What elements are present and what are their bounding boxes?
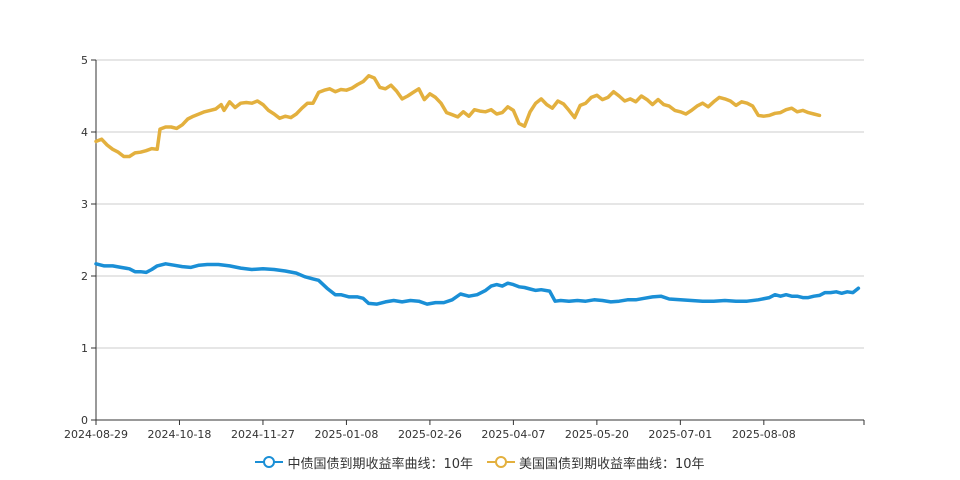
- x-tick-label-6: 2025-05-20: [565, 428, 629, 441]
- x-tick-label-4: 2025-02-26: [398, 428, 462, 441]
- legend-swatch-cn-icon: [255, 456, 284, 468]
- series-line-1[interactable]: [94, 74, 822, 159]
- axes: 0 1 2 3 4 5 2024-08-29 2024-10-18 2024-11-27 2025…: [64, 54, 865, 441]
- y-tick-label-4: 4: [81, 126, 88, 139]
- grid-lines: [96, 59, 864, 349]
- series-line-0[interactable]: [94, 262, 861, 306]
- legend-item-us[interactable]: 美国国债到期收益率曲线：10年: [487, 453, 705, 472]
- x-tick-label-3: 2025-01-08: [314, 428, 378, 441]
- legend-item-cn[interactable]: 中债国债到期收益率曲线：10年: [255, 453, 473, 472]
- legend-swatch-us-icon: [487, 456, 515, 468]
- legend-label-cn: 中债国债到期收益率曲线：10年: [287, 456, 473, 472]
- x-tick-label-2: 2024-11-27: [231, 428, 295, 441]
- y-tick-label-2: 2: [81, 270, 88, 283]
- legend: 中债国债到期收益率曲线：10年 美国国债到期收益率曲线：10年: [0, 452, 960, 472]
- x-tick-label-8: 2025-08-08: [732, 428, 796, 441]
- y-tick-label-5: 5: [81, 54, 88, 67]
- y-tick-label-1: 1: [81, 342, 88, 355]
- legend-label-us: 美国国债到期收益率曲线：10年: [519, 456, 705, 472]
- x-tick-label-1: 2024-10-18: [148, 428, 212, 441]
- x-tick-label-0: 2024-08-29: [64, 428, 128, 441]
- x-tick-label-7: 2025-07-01: [648, 428, 712, 441]
- x-tick-label-5: 2025-04-07: [481, 428, 545, 441]
- series-lines: [94, 74, 861, 306]
- y-tick-label-3: 3: [81, 198, 88, 211]
- y-tick-label-0: 0: [81, 414, 88, 427]
